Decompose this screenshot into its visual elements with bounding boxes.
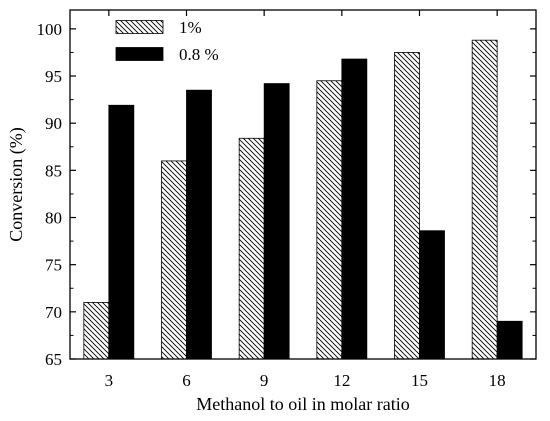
bar-series-1-6	[161, 160, 187, 360]
y-tick-label: 95	[45, 67, 62, 86]
legend-label-1: 1%	[179, 18, 202, 37]
y-tick-label: 80	[45, 209, 62, 228]
y-tick-label: 100	[37, 20, 63, 39]
bar-series-1-12	[316, 80, 343, 360]
legend-swatch-1	[115, 20, 164, 34]
bar-series-1-3	[83, 302, 110, 360]
bar-series-1-9	[238, 137, 265, 360]
x-tick-label: 6	[182, 371, 191, 390]
y-tick-label: 85	[45, 161, 62, 180]
y-tick-label: 65	[45, 350, 62, 369]
legend-label-2: 0.8 %	[179, 45, 219, 64]
bars-layer	[83, 39, 523, 360]
bar-series-2-18	[496, 320, 523, 360]
x-tick-label: 18	[489, 371, 506, 390]
bar-series-2-9	[263, 83, 290, 360]
bar-series-2-15	[419, 230, 445, 360]
bar-series-1-18	[471, 39, 498, 360]
y-tick-label: 90	[45, 114, 62, 133]
bar-series-2-12	[341, 58, 368, 360]
bar-series-2-6	[186, 89, 212, 360]
x-tick-label: 3	[105, 371, 114, 390]
y-axis-title: Conversion (%)	[6, 127, 27, 241]
x-tick-label: 9	[260, 371, 269, 390]
legend: 1% 0.8 %	[115, 18, 219, 64]
x-tick-label: 12	[333, 371, 350, 390]
bar-series-1-15	[394, 52, 420, 360]
y-tick-label: 70	[45, 303, 62, 322]
y-tick-label: 75	[45, 256, 62, 275]
legend-swatch-2	[115, 47, 164, 61]
plot-frame	[69, 9, 537, 360]
x-tick-label: 15	[411, 371, 428, 390]
x-axis-title: Methanol to oil in molar ratio	[196, 394, 409, 414]
ticks-layer: 3 6 9 12 15 18 65 70 75 80 85 90 95 100	[37, 10, 536, 390]
bar-series-2-3	[108, 104, 135, 360]
